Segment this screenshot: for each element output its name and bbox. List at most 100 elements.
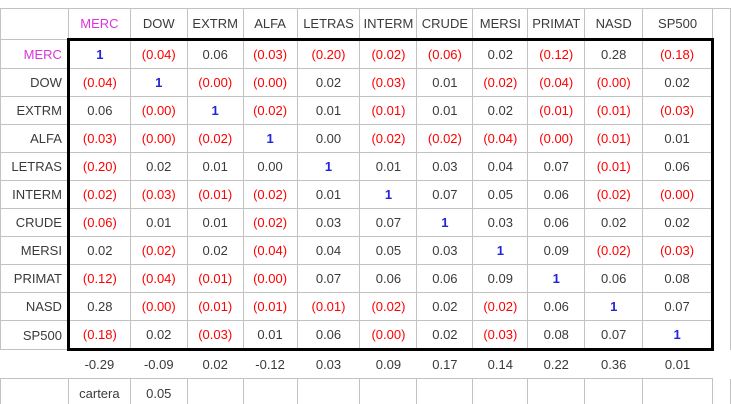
cell-mersi-dow[interactable]: (0.02): [129, 236, 188, 265]
cell-dow-alfa[interactable]: (0.00): [242, 68, 298, 97]
cell-extrm-primat[interactable]: (0.01): [527, 96, 586, 125]
row-header-crude[interactable]: CRUDE: [0, 208, 69, 237]
cell-interm-dow[interactable]: (0.03): [129, 180, 188, 209]
cell-dow-extrm[interactable]: (0.00): [186, 68, 244, 97]
cell-alfa-primat[interactable]: (0.00): [527, 124, 586, 153]
cell-interm-interm[interactable]: 1: [359, 180, 418, 209]
sum-cell-dow[interactable]: -0.09: [130, 349, 188, 379]
cell-mersi-sp500[interactable]: (0.03): [642, 236, 714, 265]
row-header-nasd[interactable]: NASD: [0, 292, 69, 321]
cell-primat-dow[interactable]: (0.04): [129, 264, 188, 293]
cell-crude-nasd[interactable]: 0.02: [584, 208, 644, 237]
cell-letras-extrm[interactable]: 0.01: [186, 152, 244, 181]
cell-crude-sp500[interactable]: 0.02: [642, 208, 714, 237]
row-header-mersi[interactable]: MERSI: [0, 236, 69, 265]
cell-letras-interm[interactable]: 0.01: [359, 152, 418, 181]
sum-cell-alfa[interactable]: -0.12: [243, 349, 298, 379]
cell-merc-alfa[interactable]: (0.03): [242, 38, 298, 69]
cell-dow-primat[interactable]: (0.04): [527, 68, 586, 97]
col-header-crude[interactable]: CRUDE: [416, 8, 474, 40]
cell-nasd-nasd[interactable]: 1: [584, 292, 644, 321]
cell-dow-merc[interactable]: (0.04): [66, 68, 131, 97]
cell-interm-crude[interactable]: 0.07: [416, 180, 474, 209]
cell-dow-letras[interactable]: 0.02: [296, 68, 361, 97]
cartera-empty-cell-sp500[interactable]: [642, 378, 713, 404]
sum-cell-merc[interactable]: -0.29: [68, 349, 131, 379]
cell-merc-mersi[interactable]: 0.02: [472, 38, 529, 69]
cartera-value-cell[interactable]: 0.05: [129, 378, 188, 404]
cell-crude-extrm[interactable]: 0.01: [186, 208, 244, 237]
cell-extrm-letras[interactable]: 0.01: [296, 96, 361, 125]
cell-crude-dow[interactable]: 0.01: [129, 208, 188, 237]
col-header-extrm[interactable]: EXTRM: [186, 8, 244, 40]
cell-extrm-crude[interactable]: 0.01: [416, 96, 474, 125]
cell-mersi-mersi[interactable]: 1: [472, 236, 529, 265]
cell-sp500-merc[interactable]: (0.18): [66, 320, 131, 351]
sum-cell-mersi[interactable]: 0.14: [472, 349, 528, 379]
cell-mersi-nasd[interactable]: (0.02): [584, 236, 644, 265]
cell-alfa-crude[interactable]: (0.02): [416, 124, 474, 153]
cell-interm-mersi[interactable]: 0.05: [472, 180, 529, 209]
col-header-merc[interactable]: MERC: [67, 8, 131, 40]
col-header-letras[interactable]: LETRAS: [296, 8, 361, 40]
cell-nasd-primat[interactable]: 0.06: [527, 292, 586, 321]
cell-interm-alfa[interactable]: (0.02): [242, 180, 298, 209]
row-header-alfa[interactable]: ALFA: [0, 124, 69, 153]
cell-merc-extrm[interactable]: 0.06: [186, 38, 244, 69]
sum-cell-primat[interactable]: 0.22: [527, 349, 585, 379]
cell-dow-mersi[interactable]: (0.02): [472, 68, 529, 97]
cell-primat-primat[interactable]: 1: [527, 264, 586, 293]
cell-nasd-dow[interactable]: (0.00): [129, 292, 188, 321]
col-header-nasd[interactable]: NASD: [584, 8, 644, 40]
cell-extrm-mersi[interactable]: 0.02: [472, 96, 529, 125]
cell-alfa-merc[interactable]: (0.03): [66, 124, 131, 153]
cell-letras-nasd[interactable]: (0.01): [584, 152, 644, 181]
cell-nasd-merc[interactable]: 0.28: [66, 292, 131, 321]
cell-primat-extrm[interactable]: (0.01): [186, 264, 244, 293]
cell-nasd-letras[interactable]: (0.01): [296, 292, 361, 321]
cell-merc-merc[interactable]: 1: [66, 38, 131, 69]
cell-crude-primat[interactable]: 0.06: [527, 208, 586, 237]
cell-extrm-alfa[interactable]: (0.02): [242, 96, 298, 125]
cell-crude-letras[interactable]: 0.03: [296, 208, 361, 237]
col-header-mersi[interactable]: MERSI: [472, 8, 529, 40]
cell-primat-crude[interactable]: 0.06: [416, 264, 474, 293]
cartera-empty-cell-mersi[interactable]: [472, 378, 529, 404]
cell-nasd-sp500[interactable]: 0.07: [642, 292, 714, 321]
cell-letras-crude[interactable]: 0.03: [416, 152, 474, 181]
cartera-empty-cell-alfa[interactable]: [242, 378, 298, 404]
cell-crude-crude[interactable]: 1: [416, 208, 474, 237]
cartera-empty-cell-interm[interactable]: [359, 378, 418, 404]
cell-letras-sp500[interactable]: 0.06: [642, 152, 714, 181]
cell-extrm-merc[interactable]: 0.06: [66, 96, 131, 125]
cell-merc-letras[interactable]: (0.20): [296, 38, 361, 69]
row-header-interm[interactable]: INTERM: [0, 180, 69, 209]
cell-sp500-primat[interactable]: 0.08: [527, 320, 586, 351]
cartera-empty-cell-nasd[interactable]: [584, 378, 644, 404]
cell-extrm-extrm[interactable]: 1: [186, 96, 244, 125]
row-header-sp500[interactable]: SP500: [0, 320, 69, 350]
cell-crude-mersi[interactable]: 0.03: [472, 208, 529, 237]
cell-sp500-crude[interactable]: 0.02: [416, 320, 474, 351]
cell-alfa-letras[interactable]: 0.00: [296, 124, 361, 153]
row-header-primat[interactable]: PRIMAT: [0, 264, 69, 293]
cell-letras-dow[interactable]: 0.02: [129, 152, 188, 181]
row-header-letras[interactable]: LETRAS: [0, 152, 69, 181]
cartera-empty-cell-extrm[interactable]: [186, 378, 244, 404]
sum-cell-letras[interactable]: 0.03: [297, 349, 360, 379]
cell-interm-letras[interactable]: 0.01: [296, 180, 361, 209]
cell-merc-interm[interactable]: (0.02): [359, 38, 418, 69]
cell-mersi-primat[interactable]: 0.09: [527, 236, 586, 265]
cell-mersi-extrm[interactable]: 0.02: [186, 236, 244, 265]
cell-dow-sp500[interactable]: 0.02: [642, 68, 714, 97]
sum-cell-extrm[interactable]: 0.02: [187, 349, 244, 379]
cell-extrm-nasd[interactable]: (0.01): [584, 96, 644, 125]
cell-crude-alfa[interactable]: (0.02): [242, 208, 298, 237]
cell-dow-interm[interactable]: (0.03): [359, 68, 418, 97]
cell-mersi-interm[interactable]: 0.05: [359, 236, 418, 265]
cell-alfa-sp500[interactable]: 0.01: [642, 124, 714, 153]
cell-crude-interm[interactable]: 0.07: [359, 208, 418, 237]
cell-primat-sp500[interactable]: 0.08: [642, 264, 714, 293]
cell-alfa-interm[interactable]: (0.02): [359, 124, 418, 153]
cell-alfa-nasd[interactable]: (0.01): [584, 124, 644, 153]
